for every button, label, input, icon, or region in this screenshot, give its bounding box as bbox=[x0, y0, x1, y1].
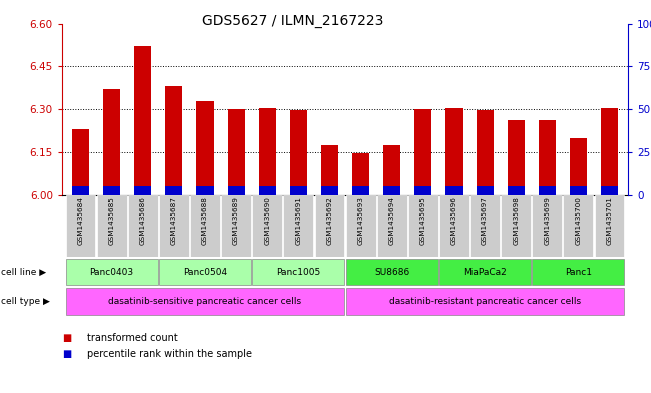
Bar bbox=[594, 195, 624, 257]
Bar bbox=[228, 186, 245, 195]
Bar bbox=[533, 195, 562, 257]
Bar bbox=[539, 121, 556, 195]
Text: GSM1435695: GSM1435695 bbox=[420, 196, 426, 245]
Bar bbox=[439, 259, 531, 285]
Bar bbox=[314, 195, 344, 257]
Bar bbox=[352, 153, 369, 195]
Bar bbox=[601, 108, 618, 195]
Bar bbox=[346, 259, 437, 285]
Bar bbox=[408, 195, 437, 257]
Text: GDS5627 / ILMN_2167223: GDS5627 / ILMN_2167223 bbox=[202, 14, 383, 28]
Bar bbox=[128, 195, 158, 257]
Text: MiaPaCa2: MiaPaCa2 bbox=[464, 268, 507, 277]
Bar bbox=[414, 186, 432, 195]
Text: GSM1435687: GSM1435687 bbox=[171, 196, 177, 245]
Text: ■: ■ bbox=[62, 349, 71, 359]
Text: GSM1435686: GSM1435686 bbox=[140, 196, 146, 245]
Bar bbox=[290, 186, 307, 195]
Bar bbox=[258, 108, 276, 195]
Bar bbox=[321, 186, 338, 195]
Bar bbox=[103, 89, 120, 195]
Bar bbox=[377, 195, 407, 257]
Bar bbox=[290, 110, 307, 195]
Text: GSM1435693: GSM1435693 bbox=[357, 196, 364, 245]
Bar bbox=[570, 138, 587, 195]
Text: Panc0403: Panc0403 bbox=[90, 268, 133, 277]
Text: GSM1435692: GSM1435692 bbox=[326, 196, 333, 245]
Bar bbox=[564, 195, 593, 257]
Text: cell line ▶: cell line ▶ bbox=[1, 268, 46, 277]
Text: GSM1435694: GSM1435694 bbox=[389, 196, 395, 245]
Text: GSM1435699: GSM1435699 bbox=[544, 196, 550, 245]
Text: dasatinib-resistant pancreatic cancer cells: dasatinib-resistant pancreatic cancer ce… bbox=[389, 297, 581, 306]
Text: Panc1: Panc1 bbox=[565, 268, 592, 277]
Bar bbox=[72, 186, 89, 195]
Bar bbox=[321, 145, 338, 195]
Bar bbox=[470, 195, 500, 257]
Bar bbox=[159, 259, 251, 285]
Text: GSM1435691: GSM1435691 bbox=[296, 196, 301, 245]
Bar bbox=[352, 186, 369, 195]
Bar bbox=[346, 288, 624, 315]
Text: SU8686: SU8686 bbox=[374, 268, 409, 277]
Bar bbox=[283, 195, 313, 257]
Text: percentile rank within the sample: percentile rank within the sample bbox=[87, 349, 251, 359]
Bar bbox=[165, 86, 182, 195]
Bar bbox=[445, 186, 462, 195]
Text: Panc0504: Panc0504 bbox=[183, 268, 227, 277]
Text: dasatinib-sensitive pancreatic cancer cells: dasatinib-sensitive pancreatic cancer ce… bbox=[109, 297, 301, 306]
Bar bbox=[66, 195, 96, 257]
Bar bbox=[570, 186, 587, 195]
Bar bbox=[97, 195, 126, 257]
Bar bbox=[533, 259, 624, 285]
Text: GSM1435689: GSM1435689 bbox=[233, 196, 239, 245]
Bar bbox=[228, 109, 245, 195]
Text: GSM1435685: GSM1435685 bbox=[109, 196, 115, 245]
Text: cell type ▶: cell type ▶ bbox=[1, 297, 50, 306]
Text: transformed count: transformed count bbox=[87, 333, 177, 343]
Bar bbox=[508, 121, 525, 195]
Bar bbox=[439, 195, 469, 257]
Bar bbox=[103, 186, 120, 195]
Bar bbox=[539, 186, 556, 195]
Bar bbox=[253, 195, 282, 257]
Text: GSM1435701: GSM1435701 bbox=[607, 196, 613, 245]
Bar bbox=[508, 186, 525, 195]
Bar bbox=[477, 186, 493, 195]
Bar bbox=[197, 101, 214, 195]
Bar bbox=[414, 109, 432, 195]
Bar bbox=[445, 108, 462, 195]
Bar bbox=[346, 195, 376, 257]
Bar bbox=[383, 186, 400, 195]
Bar bbox=[134, 46, 151, 195]
Text: GSM1435697: GSM1435697 bbox=[482, 196, 488, 245]
Text: ■: ■ bbox=[62, 333, 71, 343]
Bar bbox=[501, 195, 531, 257]
Bar bbox=[66, 288, 344, 315]
Bar bbox=[477, 110, 493, 195]
Text: GSM1435696: GSM1435696 bbox=[451, 196, 457, 245]
Bar bbox=[258, 186, 276, 195]
Bar bbox=[253, 259, 344, 285]
Text: Panc1005: Panc1005 bbox=[276, 268, 320, 277]
Text: GSM1435684: GSM1435684 bbox=[77, 196, 83, 245]
Text: GSM1435698: GSM1435698 bbox=[513, 196, 519, 245]
Text: GSM1435690: GSM1435690 bbox=[264, 196, 270, 245]
Bar bbox=[197, 186, 214, 195]
Bar bbox=[165, 186, 182, 195]
Bar bbox=[134, 186, 151, 195]
Bar bbox=[66, 259, 158, 285]
Bar bbox=[190, 195, 220, 257]
Text: GSM1435688: GSM1435688 bbox=[202, 196, 208, 245]
Bar bbox=[221, 195, 251, 257]
Bar bbox=[601, 186, 618, 195]
Bar bbox=[72, 129, 89, 195]
Bar bbox=[159, 195, 189, 257]
Bar bbox=[383, 145, 400, 195]
Text: GSM1435700: GSM1435700 bbox=[575, 196, 581, 245]
